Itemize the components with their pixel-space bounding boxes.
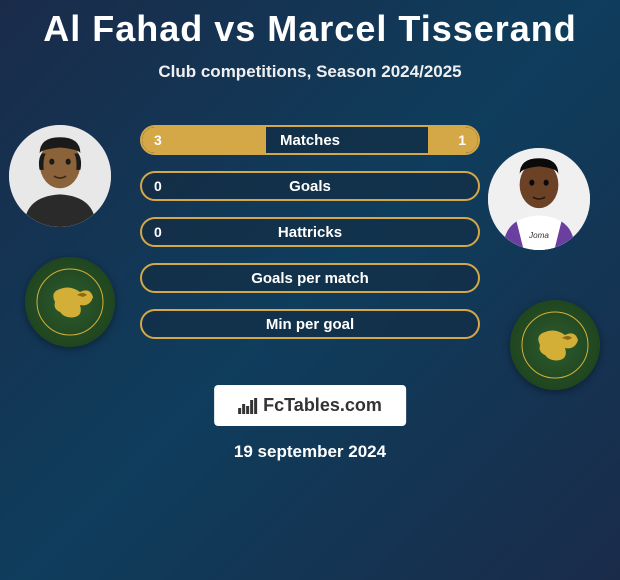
eagle-icon (35, 267, 105, 337)
stat-row: 0Goals (140, 171, 480, 201)
stats-container: 3Matches1 0Goals 0Hattricks Goals per match… (140, 125, 480, 355)
person-icon: Joma (488, 148, 590, 250)
badge-inner (520, 310, 590, 380)
stat-label: Matches (142, 132, 478, 149)
person-icon (9, 125, 111, 227)
player-photo-right: Joma (488, 148, 590, 250)
fctables-logo[interactable]: FcTables.com (214, 385, 406, 426)
stat-row: Min per goal (140, 309, 480, 339)
badge-inner (35, 267, 105, 337)
stat-value-right: 1 (458, 132, 466, 148)
page-title: Al Fahad vs Marcel Tisserand (0, 0, 620, 50)
eagle-icon (520, 310, 590, 380)
svg-text:Joma: Joma (528, 231, 549, 240)
stat-label: Hattricks (142, 224, 478, 241)
bars-icon (238, 398, 257, 414)
stat-row: Goals per match (140, 263, 480, 293)
club-badge-right (510, 300, 600, 390)
stat-label: Min per goal (142, 316, 478, 333)
fctables-text: FcTables.com (263, 395, 382, 416)
stat-label: Goals (142, 178, 478, 195)
subtitle: Club competitions, Season 2024/2025 (0, 62, 620, 82)
stat-label: Goals per match (142, 270, 478, 287)
date-label: 19 september 2024 (0, 442, 620, 462)
stat-row: 3Matches1 (140, 125, 480, 155)
player-photo-left (9, 125, 111, 227)
club-badge-left (25, 257, 115, 347)
stat-row: 0Hattricks (140, 217, 480, 247)
